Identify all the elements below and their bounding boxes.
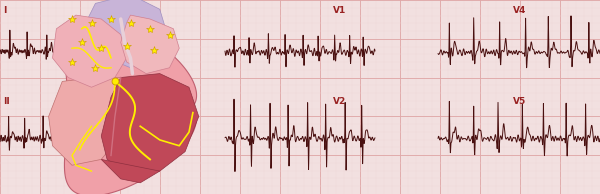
Text: II: II [3, 97, 10, 106]
Text: V4: V4 [513, 6, 526, 15]
Text: V1: V1 [333, 6, 346, 15]
Text: V5: V5 [513, 97, 526, 106]
Text: aVR: aVR [129, 6, 149, 15]
Text: V2: V2 [333, 97, 346, 106]
Text: I: I [3, 6, 7, 15]
